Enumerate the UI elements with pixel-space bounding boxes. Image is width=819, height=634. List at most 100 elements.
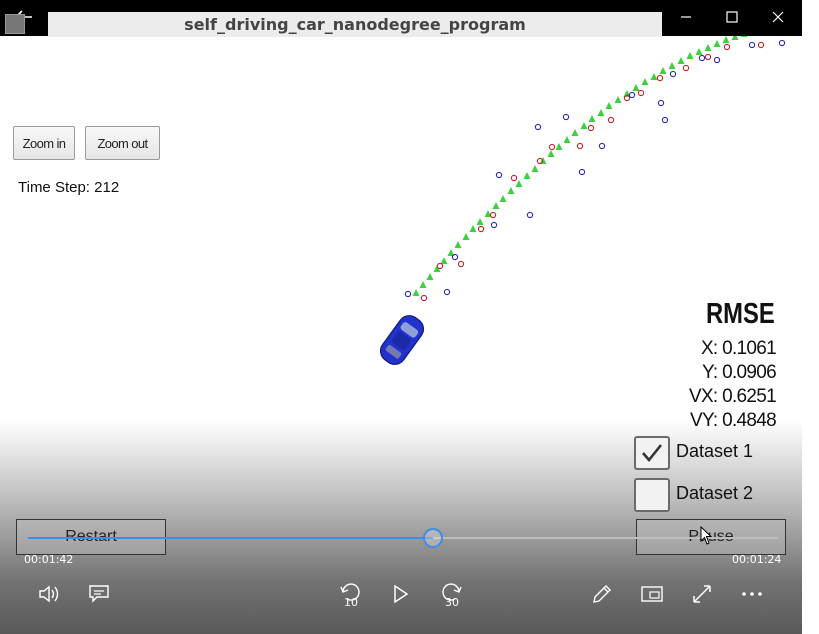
ground-truth-marker <box>605 102 613 109</box>
more-options-button[interactable] <box>736 578 768 610</box>
lidar-marker <box>607 116 615 124</box>
ground-truth-marker <box>722 36 730 43</box>
captions-icon <box>89 585 109 603</box>
fullscreen-icon <box>693 585 711 603</box>
video-frame: self_driving_car_nanodegree_program Zoom… <box>0 0 802 634</box>
radar-marker <box>628 91 636 99</box>
ground-truth-marker <box>515 180 523 187</box>
radar-marker <box>526 211 534 219</box>
ground-truth-marker <box>580 122 588 129</box>
radar-marker <box>495 171 503 179</box>
fullscreen-button[interactable] <box>686 578 718 610</box>
dataset-1-checkbox[interactable] <box>634 436 670 470</box>
lidar-marker <box>548 143 556 151</box>
radar-marker <box>451 253 459 261</box>
radar-marker <box>562 113 570 121</box>
play-button[interactable] <box>385 578 417 610</box>
app-menu-icon[interactable] <box>5 14 25 34</box>
seek-bar-thumb[interactable] <box>423 528 443 548</box>
ground-truth-marker <box>686 52 694 59</box>
ground-truth-marker <box>641 78 649 85</box>
ground-truth-marker <box>555 143 563 150</box>
ground-truth-marker <box>731 33 739 40</box>
ground-truth-marker <box>668 62 676 69</box>
ground-truth-marker <box>462 233 470 240</box>
radar-marker <box>443 288 451 296</box>
window-edge <box>802 0 819 634</box>
lidar-marker <box>576 142 584 150</box>
radar-marker <box>713 56 721 64</box>
ground-truth-marker <box>469 225 477 232</box>
radar-marker <box>404 290 412 298</box>
ground-truth-marker <box>704 44 712 51</box>
lidar-marker <box>704 53 712 61</box>
close-icon <box>772 11 784 23</box>
mini-view-icon <box>641 586 663 602</box>
captions-button[interactable] <box>83 578 115 610</box>
close-button[interactable] <box>755 0 801 34</box>
checkmark-icon <box>642 444 663 463</box>
ground-truth-marker <box>499 195 507 202</box>
ground-truth-marker <box>650 73 658 80</box>
car <box>379 315 425 365</box>
car-roof <box>392 331 411 350</box>
mouse-cursor-icon <box>700 526 713 545</box>
rmse-title: RMSE <box>706 298 775 330</box>
ground-truth-marker <box>454 241 462 248</box>
lidar-marker <box>656 74 664 82</box>
radar-measurements <box>404 39 786 298</box>
radar-marker <box>657 99 665 107</box>
maximize-icon <box>726 11 738 23</box>
ground-truth-marker <box>713 40 721 47</box>
title-bar: self_driving_car_nanodegree_program <box>0 0 802 37</box>
lidar-marker <box>510 174 518 182</box>
maximize-button[interactable] <box>709 0 755 34</box>
lidar-marker <box>587 124 595 132</box>
radar-marker <box>534 123 542 131</box>
radar-marker <box>669 70 677 78</box>
lidar-marker <box>477 225 485 233</box>
seek-bar[interactable] <box>28 528 778 548</box>
edit-button[interactable] <box>586 578 618 610</box>
rmse-y: Y: 0.0906 <box>702 362 777 383</box>
lidar-measurements <box>420 41 765 302</box>
minimize-button[interactable] <box>663 0 709 34</box>
minimize-icon <box>681 16 691 18</box>
ground-truth-marker <box>597 109 605 116</box>
rmse-x: X: 0.1061 <box>700 338 777 359</box>
ground-truth-marker <box>433 265 441 272</box>
lidar-marker <box>489 211 497 219</box>
ground-truth-marker <box>677 57 685 64</box>
dataset-2-label: Dataset 2 <box>676 483 754 503</box>
skip-back-10-icon: 10 <box>340 583 360 607</box>
radar-marker <box>490 221 498 229</box>
ground-truth-marker <box>412 289 420 296</box>
mini-view-button[interactable] <box>636 578 668 610</box>
skip-forward-30-button[interactable]: 30 <box>435 578 467 610</box>
svg-text:10: 10 <box>344 596 358 607</box>
elapsed-time: 00:01:42 <box>24 553 74 566</box>
radar-marker <box>698 54 706 62</box>
ground-truth-marker <box>547 150 555 157</box>
dataset-2-checkbox[interactable] <box>634 478 670 512</box>
skip-back-10-button[interactable]: 10 <box>335 578 367 610</box>
window-title: self_driving_car_nanodegree_program <box>48 12 662 37</box>
dataset-1-label: Dataset 1 <box>676 441 754 461</box>
ground-truth-marker <box>695 48 703 55</box>
time-step-label: Time Step: 212 <box>18 179 120 196</box>
ground-truth-marker <box>484 210 492 217</box>
svg-text:30: 30 <box>445 596 459 607</box>
volume-icon <box>39 585 59 603</box>
play-icon <box>394 585 409 603</box>
zoom-in-button[interactable]: Zoom in <box>13 126 75 160</box>
ground-truth-marker <box>447 249 455 256</box>
radar-marker <box>778 39 786 47</box>
radar-marker <box>661 116 669 124</box>
ground-truth-marker <box>614 96 622 103</box>
ground-truth-marker <box>632 84 640 91</box>
volume-button[interactable] <box>33 578 65 610</box>
ground-truth-marker <box>523 172 531 179</box>
zoom-out-button[interactable]: Zoom out <box>85 126 160 160</box>
ground-truth-marker <box>563 136 571 143</box>
